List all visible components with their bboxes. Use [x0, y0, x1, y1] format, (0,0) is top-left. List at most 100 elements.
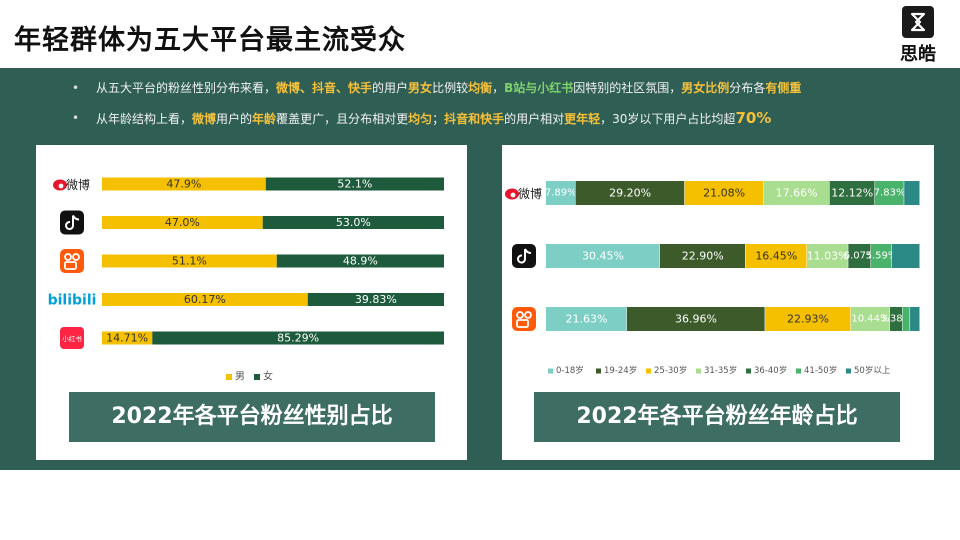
legend-swatch	[846, 368, 851, 374]
age-bar	[871, 244, 892, 268]
age-bar	[874, 181, 905, 205]
age-bar	[626, 307, 766, 331]
age-bar	[889, 307, 903, 331]
bullet-text-segment: 男女	[408, 81, 433, 95]
bullet-text-segment: B站与小红书	[504, 81, 574, 95]
data-label: 39.83%	[355, 293, 397, 306]
legend-swatch	[746, 368, 751, 374]
bullet-text-segment: 用户的	[216, 112, 253, 126]
data-label: 85.29%	[277, 332, 319, 345]
gender-chart: 微博 47.9% 52.1% 47.0% 53.0% 51.1% 48.9% bilibili…	[48, 177, 444, 383]
legend-label: 25-30岁	[654, 365, 687, 376]
bilibili-icon: bilibili	[48, 293, 97, 309]
gender-bar	[265, 177, 444, 191]
bullet-text-segment: 的用户相对	[504, 112, 565, 126]
bullet-text-segment: 年龄	[252, 112, 277, 126]
kuaishou-icon-lens	[72, 253, 80, 261]
bullet-text-segment: 均匀	[408, 112, 433, 126]
age-bar	[745, 244, 808, 268]
gender-bar	[102, 177, 266, 191]
gender-bar	[152, 331, 444, 345]
bullet-text-segment: ，	[492, 81, 505, 95]
legend-swatch	[646, 368, 651, 374]
age-bar	[765, 307, 851, 331]
gender-chart-card: 微博 47.9% 52.1% 47.0% 53.0% 51.1% 48.9% bilibili…	[36, 145, 467, 460]
gender-chart-caption: 2022年各平台粉丝性别占比	[69, 392, 435, 442]
data-label: 10.44%	[851, 314, 889, 325]
age-bar	[850, 307, 890, 331]
data-label: 53.0%	[336, 216, 371, 229]
bullet-text-segment: 更年轻	[564, 112, 601, 126]
bullet-text-segment: 的用户	[372, 81, 409, 95]
douyin-icon-note	[517, 248, 532, 264]
bullet-text-segment: 从五大平台的粉丝性别分布来看，	[96, 81, 277, 95]
legend-label: 19-24岁	[604, 365, 637, 376]
data-label: 7.83%	[874, 188, 906, 199]
legend-swatch	[796, 368, 801, 374]
age-bar	[684, 181, 764, 205]
legend-swatch	[548, 368, 553, 374]
brand-logo: 思皓	[890, 6, 946, 66]
bullet-age: 从年龄结构上看，微博用户的年龄覆盖更广，且分布相对更均匀；抖音和快手的用户相对更…	[72, 108, 932, 128]
platform-label: 微博	[518, 186, 542, 201]
weibo-icon-eye	[58, 183, 64, 189]
data-label: 51.1%	[172, 255, 207, 268]
age-bar	[763, 181, 830, 205]
legend-label: 0-18岁	[556, 365, 584, 376]
data-label: 47.0%	[165, 216, 200, 229]
kuaishou-icon-body	[64, 261, 77, 270]
data-label: 60.17%	[184, 293, 226, 306]
bullet-text-segment: ，30岁以下用户占比均超	[600, 112, 736, 126]
legend-swatch	[596, 368, 601, 374]
data-label: 22.90%	[682, 250, 724, 263]
age-chart-caption: 2022年各平台粉丝年龄占比	[534, 392, 900, 442]
platform-label: 微博	[66, 177, 90, 192]
gender-bar	[262, 216, 444, 229]
bullet-text-segment: 因特别的社区氛围，	[573, 81, 682, 95]
bullet-list: 从五大平台的粉丝性别分布来看，微博、抖音、快手的用户男女比例较均衡，B站与小红书…	[72, 78, 932, 138]
legend-swatch	[254, 374, 260, 380]
gender-bar	[307, 293, 444, 306]
gender-bar	[102, 293, 308, 306]
age-bar	[659, 244, 746, 268]
legend-swatch	[226, 374, 232, 380]
age-bar	[575, 181, 685, 205]
gender-bar	[276, 254, 444, 268]
legend-label: 36-40岁	[754, 365, 787, 376]
gender-bar	[102, 331, 153, 345]
data-label: 48.9%	[343, 255, 378, 268]
data-label: 36.96%	[675, 313, 717, 326]
brand-mark-icon	[902, 6, 934, 38]
data-label: 16.45%	[755, 250, 797, 263]
xiaohongshu-icon-text: 小红书	[62, 334, 82, 343]
weibo-icon-eye	[510, 192, 516, 198]
kuaishou-icon-body	[516, 319, 529, 328]
data-label: 3.38%	[880, 314, 912, 325]
data-label: 30.45%	[582, 250, 624, 263]
bullet-text-segment: 比例较	[432, 81, 469, 95]
data-label: 52.1%	[337, 178, 372, 191]
age-bar	[546, 307, 627, 331]
data-label: 47.9%	[166, 178, 201, 191]
bullet-text-segment: 微博	[192, 112, 217, 126]
kuaishou-icon-lens	[524, 311, 532, 319]
data-label: 14.71%	[106, 332, 148, 345]
data-label: 5.59%	[866, 251, 898, 262]
gender-bar	[102, 216, 263, 229]
age-bar	[904, 181, 920, 205]
bullet-text-segment: 微博、抖音、快手	[276, 81, 373, 95]
data-label: 11.03%	[807, 250, 849, 263]
legend-label: 女	[263, 370, 273, 383]
age-chart: 微博 7.89% 29.20% 21.08% 17.66% 12.12% 7.83% 30.4…	[505, 181, 921, 376]
data-label: 17.66%	[776, 187, 818, 200]
age-bar	[807, 244, 849, 268]
legend-label: 50岁以上	[854, 365, 891, 376]
data-label: 22.93%	[787, 313, 829, 326]
data-label: 7.89%	[545, 188, 577, 199]
kuaishou-icon-lens	[64, 253, 72, 261]
legend-label: 男	[235, 371, 245, 383]
data-label: 21.08%	[703, 187, 745, 200]
data-label: 29.20%	[609, 187, 651, 200]
legend-label: 31-35岁	[704, 365, 737, 376]
bullet-text-segment: ；	[432, 112, 445, 126]
